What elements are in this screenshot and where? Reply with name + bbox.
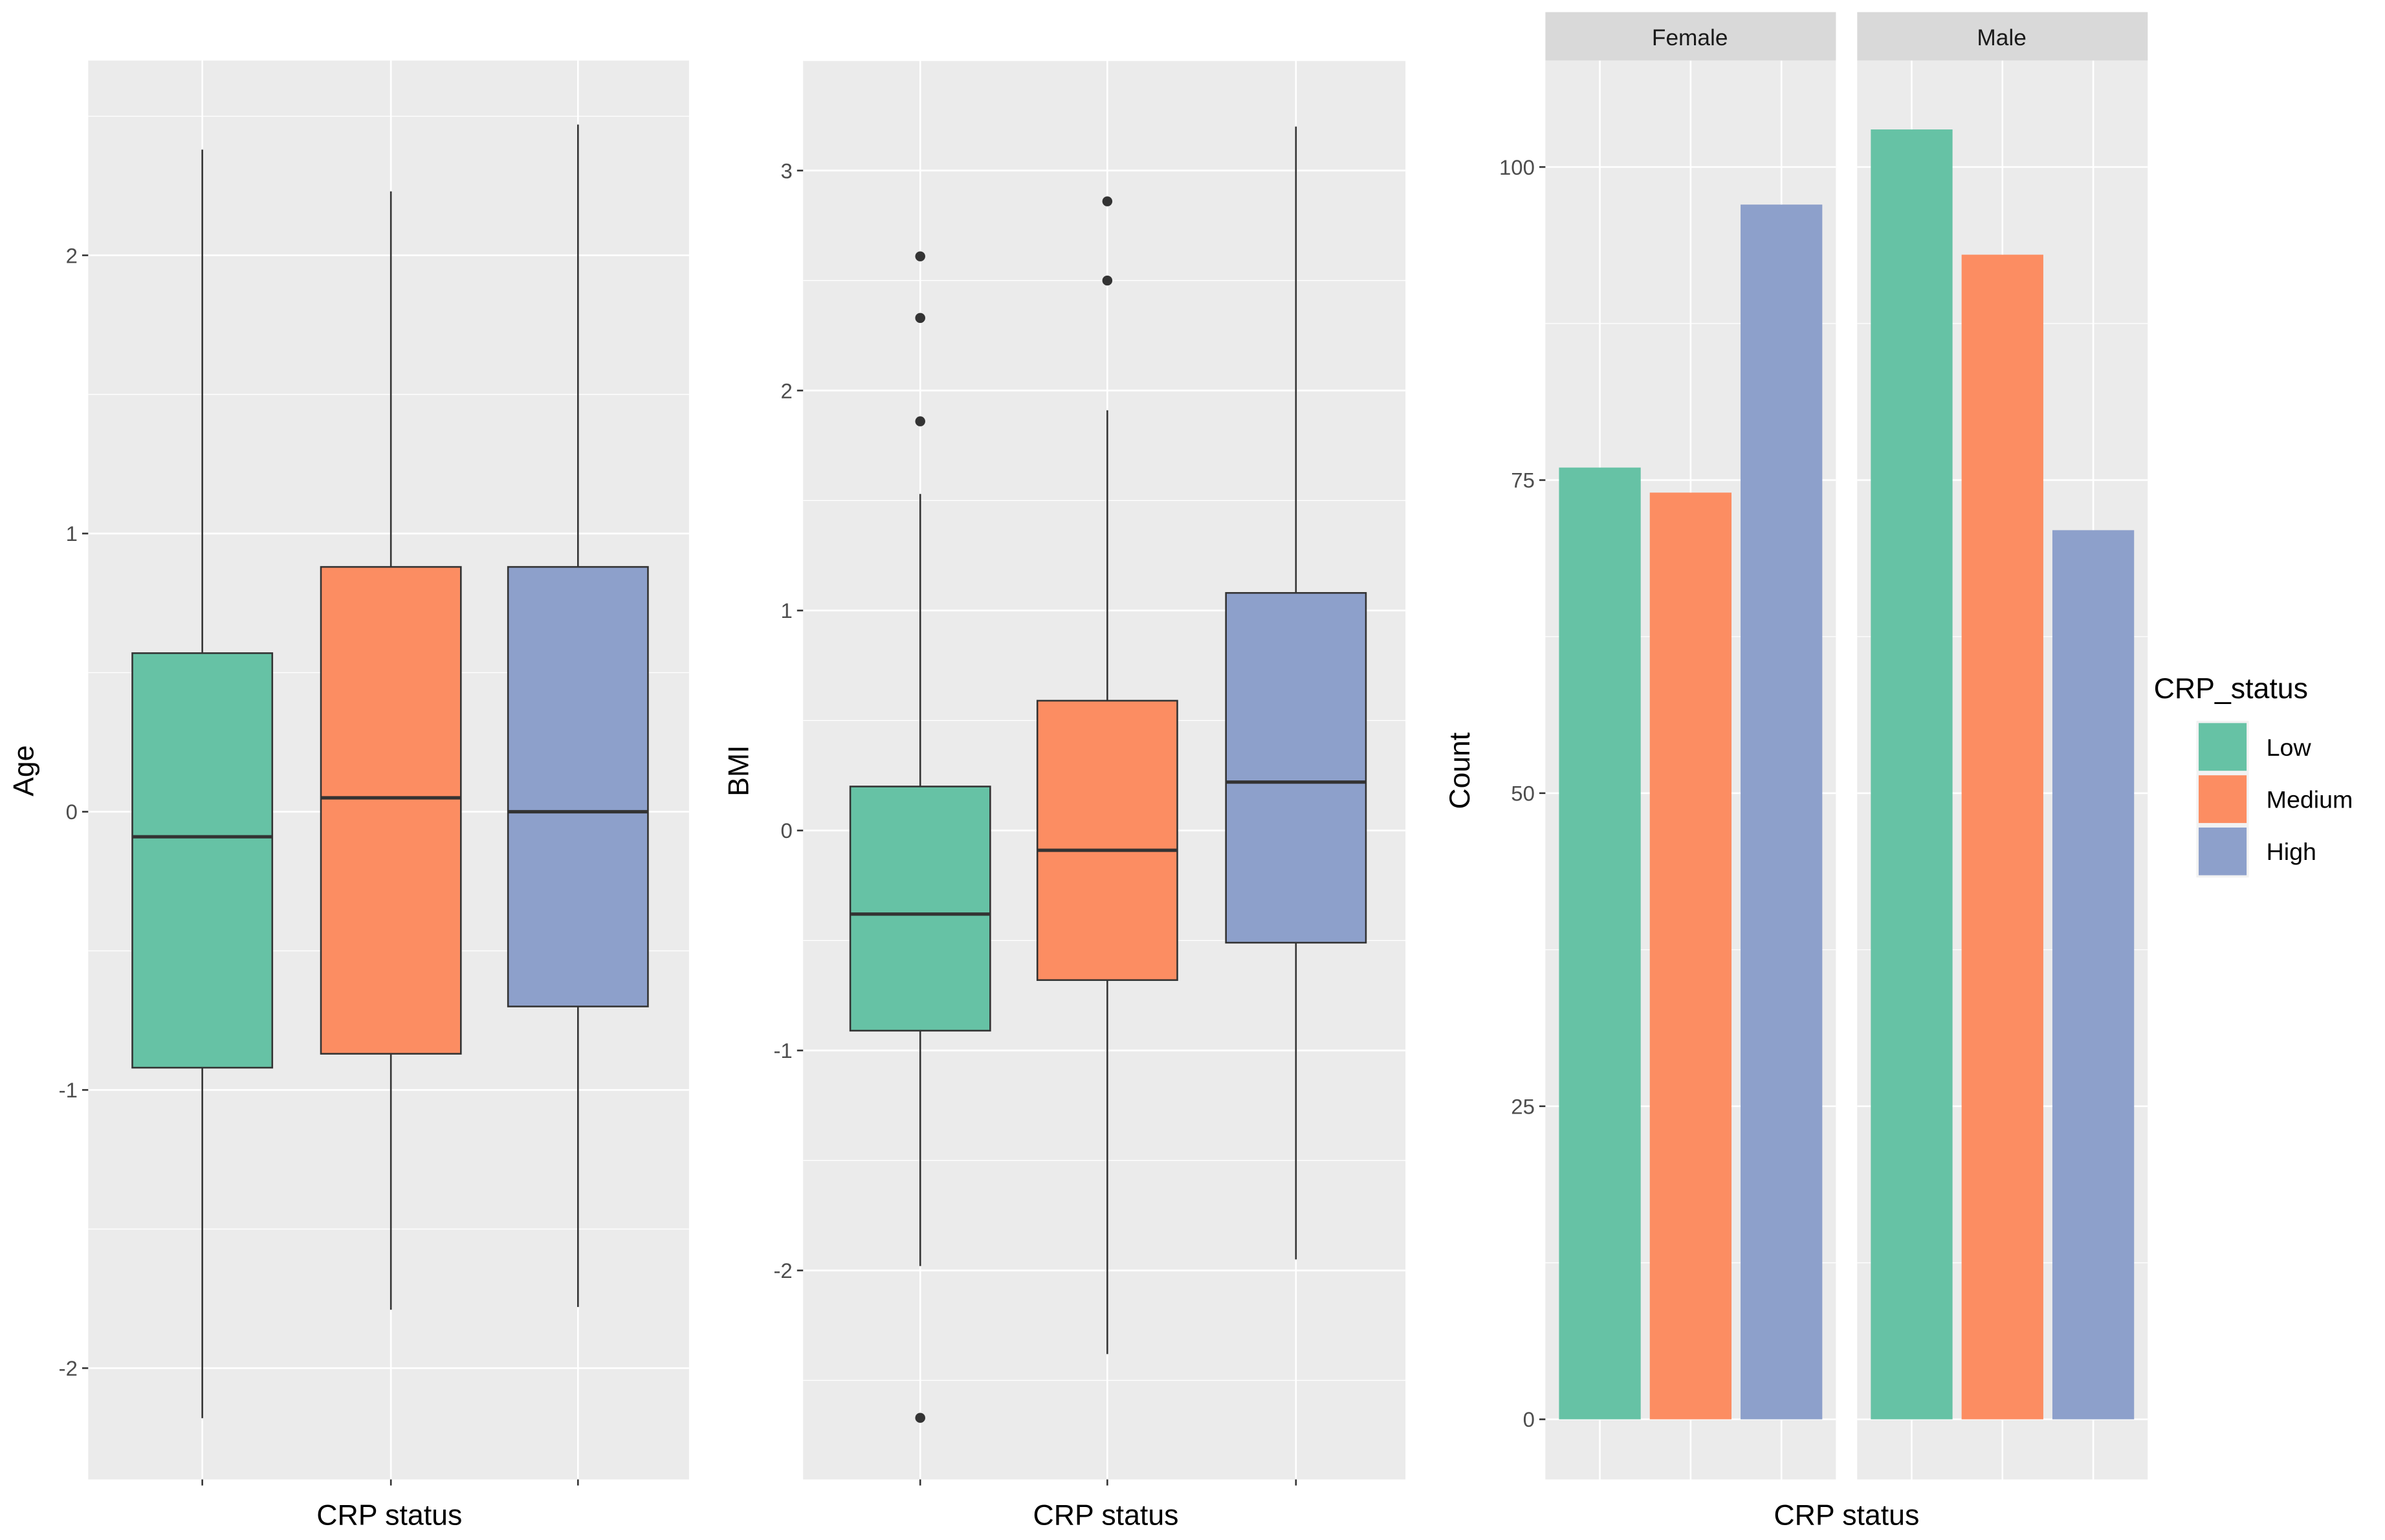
outlier-point [915,313,925,324]
facet-female-bars [1559,204,1823,1420]
bar-female-low [1559,467,1641,1420]
legend-keys: Low Medium High [2196,720,2353,878]
box-medium [320,191,462,1310]
y-tick-label: 1 [66,522,78,545]
y-tick-label: 1 [780,599,792,622]
iqr-box [1036,699,1178,981]
y-tick-label: -2 [773,1259,792,1282]
iqr-box [507,566,649,1007]
age-y-axis-title: Age [8,745,40,797]
legend-label: Low [2267,734,2312,761]
bmi-y-ticks: -2 -1 0 1 2 3 [773,159,804,1282]
facet-male-label: Male [1977,25,2026,50]
bmi-x-axis-title: CRP status [1033,1500,1179,1532]
iqr-box [1225,592,1367,944]
box-high [507,124,649,1307]
legend-label: Medium [2267,786,2353,813]
age-y-ticks: -2 -1 0 1 2 [59,243,89,1380]
iqr-box [131,652,274,1069]
y-tick-label: 2 [780,379,792,402]
count-x-axis-title: CRP status [1774,1500,1919,1532]
y-tick-label: 0 [780,819,792,842]
bmi-boxes [849,126,1367,1423]
y-tick-label: 50 [1511,782,1535,806]
legend-item-low: Low [2196,720,2312,773]
box-high [1225,126,1367,1260]
y-tick-label: 0 [1523,1407,1535,1431]
y-tick-label: 100 [1499,155,1535,179]
bar-male-low [1871,129,1953,1420]
outlier-point [915,251,925,261]
legend-item-high: High [2196,825,2316,878]
count-y-ticks: 0 25 50 75 100 [1499,155,1546,1431]
legend-swatch [2199,723,2247,771]
facet-female-strip [1545,12,1836,61]
bar-female-high [1741,204,1823,1420]
y-tick-label: 0 [66,800,78,824]
facet-female-label: Female [1652,25,1728,50]
y-tick-label: -2 [59,1356,78,1380]
age-boxplot-panel: -2 -1 0 1 2 CRP status Age [8,60,689,1532]
outlier-point [1102,275,1113,286]
outlier-point [915,416,925,426]
y-tick-label: 75 [1511,468,1535,492]
bmi-x-ticks [919,1479,1297,1486]
count-y-axis-title: Count [1444,732,1476,809]
facet-female: Female [1545,12,1836,1480]
iqr-box [320,566,462,1055]
bmi-boxplot-panel: -2 -1 0 1 2 3 CRP status BMI [723,60,1406,1532]
count-bar-panel: Female Male 0 25 50 75 100 CRP status Count [1444,12,2148,1532]
legend-swatch [2199,775,2247,823]
legend-swatch [2199,827,2247,875]
outlier-point [1102,196,1113,206]
box-low [131,149,274,1418]
age-x-ticks [201,1479,579,1486]
bar-female-medium [1649,492,1732,1420]
y-tick-label: -1 [773,1039,792,1062]
age-x-axis-title: CRP status [316,1500,462,1532]
legend-item-medium: Medium [2196,773,2353,826]
age-boxes [131,124,649,1418]
legend-label: High [2267,838,2316,865]
facet-male-strip [1857,12,2148,61]
legend-title: CRP_status [2154,673,2308,705]
box-low [849,251,991,1423]
facet-male: Male [1857,12,2148,1480]
y-tick-label: 25 [1511,1094,1535,1118]
y-tick-label: 3 [780,159,792,182]
y-tick-label: -1 [59,1078,78,1102]
box-medium [1036,196,1178,1354]
outlier-point [915,1413,925,1423]
bar-male-high [2052,530,2135,1420]
bar-male-medium [1961,254,2043,1420]
iqr-box [849,786,991,1032]
y-tick-label: 2 [66,243,78,267]
facet-male-bars [1871,129,2135,1420]
bmi-y-axis-title: BMI [723,745,754,797]
legend: CRP_status Low Medium High [2154,673,2353,878]
